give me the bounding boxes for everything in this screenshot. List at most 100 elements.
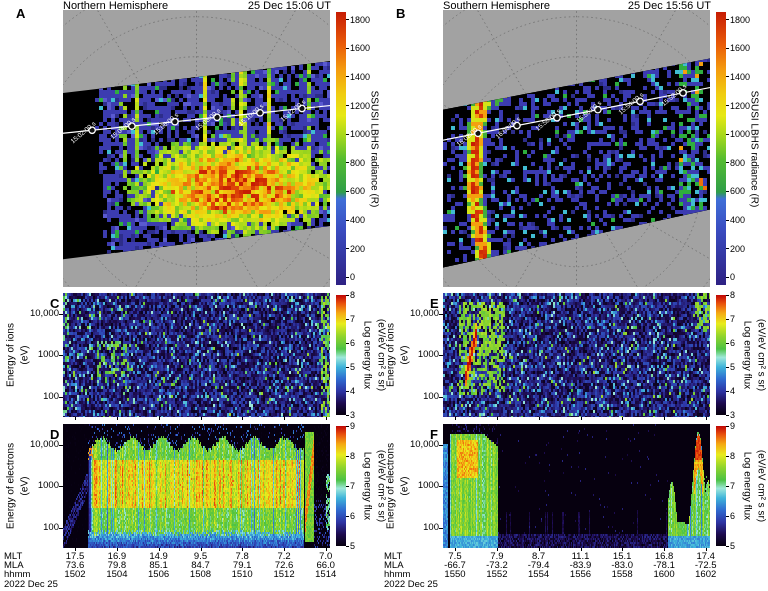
colorbar-tick-label: 6: [730, 338, 736, 348]
time-tick: [580, 548, 582, 551]
time-tick: [496, 548, 498, 551]
colorbar-unit-flux-e: (eV/eV cm² s sr): [755, 318, 767, 392]
axis-date-south: 2022 Dec 25: [384, 579, 438, 590]
colorbar-tick-label: 9: [730, 421, 736, 431]
colorbar-electron-flux-north: [336, 426, 346, 546]
colorbar-electron-flux-south: [716, 426, 726, 546]
energy-tick-label: 10,000: [409, 439, 439, 451]
axis-value-hhmm: 1504: [106, 569, 128, 580]
axis-value-mlt: 14.9: [149, 551, 168, 562]
time-tick: [116, 548, 118, 551]
time-tick: [75, 417, 76, 420]
colorbar-tick: [346, 248, 349, 250]
energy-tick-label: 10,000: [409, 308, 439, 320]
energy-tick: [439, 313, 443, 315]
axis-value-mlt: 7.9: [490, 551, 504, 562]
colorbar-tick: [346, 19, 349, 21]
colorbar-tick: [346, 414, 349, 416]
colorbar-tick: [726, 162, 729, 164]
colorbar-tick: [726, 545, 729, 547]
colorbar-tick-label: 1000: [730, 129, 751, 140]
colorbar-tick-label: 1200: [730, 100, 751, 111]
energy-tick-label: 1000: [37, 349, 59, 360]
time-tick: [664, 417, 666, 420]
colorbar-tick: [346, 425, 349, 427]
colorbar-tick: [346, 47, 349, 49]
colorbar-tick-label: 0: [350, 272, 356, 283]
axis-value-mla: 66.0: [316, 560, 335, 571]
energy-tick: [59, 444, 63, 446]
colorbar-tick: [726, 105, 729, 107]
energy-tick-label: 100: [423, 522, 439, 534]
colorbar-radiance-north: [336, 12, 346, 285]
axis-row-label-mla-north: MLA: [4, 560, 24, 571]
colorbar-tick-label: 200: [350, 243, 366, 254]
time-tick: [325, 417, 327, 420]
time-tick: [158, 417, 160, 420]
colorbar-tick-label: 8: [730, 451, 736, 461]
colorbar-tick-label: 400: [350, 215, 366, 226]
colorbar-tick: [726, 485, 729, 487]
colorbar-tick-label: 200: [730, 243, 746, 254]
colorbar-tick-label: 5: [730, 362, 736, 372]
time-tick: [242, 417, 244, 420]
colorbar-tick-label: 5: [350, 541, 356, 551]
colorbar-tick-label: 3: [730, 410, 736, 420]
time-tick: [705, 417, 707, 420]
ion-spectrogram-south: [443, 293, 710, 417]
colorbar-tick-label: 0: [730, 272, 736, 283]
axis-value-mla: -83.0: [611, 560, 633, 571]
colorbar-tick-label: 8: [350, 451, 356, 461]
panel-label-a: A: [16, 6, 26, 21]
axis-value-hhmm: 1514: [315, 569, 337, 580]
axis-value-mla: -83.9: [569, 560, 592, 571]
energy-tick: [439, 354, 443, 356]
energy-tick-label: 10,000: [29, 439, 59, 451]
axis-value-hhmm: 1600: [653, 569, 675, 580]
colorbar-tick: [346, 455, 349, 457]
aurora-map-north: [63, 10, 330, 287]
energy-tick: [59, 354, 63, 356]
colorbar-tick: [726, 294, 729, 296]
electron-spectrogram-south: [443, 424, 710, 548]
energy-tick-label: 100: [43, 522, 59, 534]
energy-tick: [59, 313, 63, 315]
energy-tick-label: 100: [43, 391, 59, 403]
colorbar-tick-label: 1600: [350, 43, 371, 54]
axis-date-north: 2022 Dec 25: [4, 579, 58, 590]
colorbar-tick-label: 3: [350, 410, 356, 420]
colorbar-tick-label: 1600: [730, 43, 751, 54]
colorbar-tick-label: 7: [350, 481, 356, 491]
colorbar-tick: [346, 318, 349, 320]
axis-value-mla: 79.8: [107, 560, 127, 571]
colorbar-tick-label: 800: [350, 157, 366, 168]
axis-value-hhmm: 1602: [695, 569, 717, 580]
time-tick: [200, 548, 202, 551]
axis-value-hhmm: 1506: [148, 569, 170, 580]
colorbar-tick: [346, 105, 349, 107]
time-tick: [116, 417, 118, 420]
time-tick: [242, 548, 244, 551]
colorbar-tick-label: 1000: [350, 129, 371, 140]
colorbar-tick-label: 800: [730, 157, 746, 168]
energy-tick: [439, 444, 443, 446]
axis-value-hhmm: 1558: [611, 569, 633, 580]
colorbar-tick-label: 1200: [350, 100, 371, 111]
axis-value-hhmm: 1502: [64, 569, 86, 580]
axis-value-mlt: 8.7: [531, 551, 546, 562]
colorbar-tick-label: 6: [350, 338, 356, 348]
colorbar-tick: [346, 545, 349, 547]
colorbar-tick: [346, 390, 349, 392]
energy-tick: [59, 527, 63, 529]
panel-label-c: C: [50, 296, 60, 311]
energy-tick: [439, 396, 443, 398]
map-timestamp-south: 25 Dec 15:56 UT: [627, 0, 711, 12]
colorbar-tick: [726, 425, 729, 427]
colorbar-tick-label: 5: [730, 541, 736, 551]
energy-tick-label: 100: [423, 391, 439, 403]
colorbar-tick-label: 600: [730, 186, 746, 197]
colorbar-tick-label: 6: [350, 511, 356, 521]
colorbar-title-flux-c: Log energy flux: [361, 320, 373, 390]
colorbar-tick: [346, 485, 349, 487]
